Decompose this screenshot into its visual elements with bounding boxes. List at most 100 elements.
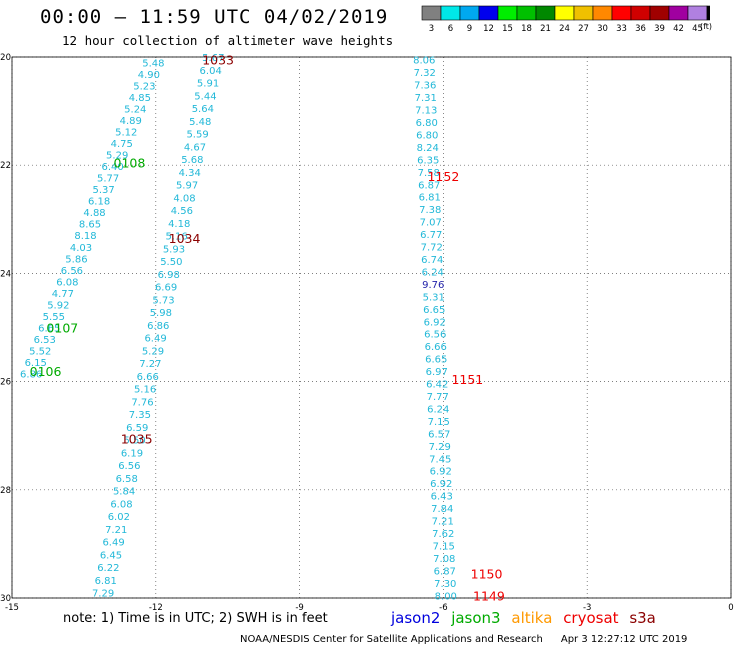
wave-height-value: 5.64 bbox=[192, 104, 214, 115]
wave-height-value: 5.23 bbox=[133, 81, 155, 92]
wave-height-value: 5.29 bbox=[142, 346, 164, 357]
wave-height-value: 6.65 bbox=[423, 305, 445, 316]
pass-time-label: 1034 bbox=[169, 231, 201, 246]
wave-height-value: 7.76 bbox=[131, 397, 153, 408]
wave-height-value: 7.15 bbox=[428, 417, 450, 428]
wave-height-value: 6.15 bbox=[25, 358, 47, 369]
wave-height-value: 6.04 bbox=[200, 66, 222, 77]
wave-height-value: 4.34 bbox=[179, 168, 201, 179]
x-tick-label: 0 bbox=[728, 603, 733, 613]
wave-height-value: 8.65 bbox=[79, 220, 101, 231]
wave-height-value: 6.08 bbox=[56, 277, 78, 288]
y-tick-label: -24 bbox=[0, 269, 11, 279]
pass-time-label: 1149 bbox=[473, 588, 505, 603]
wave-height-value: 4.77 bbox=[52, 289, 74, 300]
wave-height-value: 5.86 bbox=[65, 254, 87, 265]
color-bin-label: 21 bbox=[540, 24, 551, 34]
wave-height-value: 4.67 bbox=[184, 142, 206, 153]
wave-height-value: 5.98 bbox=[150, 308, 172, 319]
wave-height-value: 7.45 bbox=[429, 454, 451, 465]
color-scale-unit: (ft) bbox=[700, 22, 713, 31]
wave-height-value: 7.35 bbox=[129, 410, 151, 421]
wave-height-value: 7.21 bbox=[105, 525, 127, 536]
wave-height-value: 5.37 bbox=[92, 185, 114, 196]
wave-height-value: 5.97 bbox=[176, 181, 198, 192]
color-bin-label: 6 bbox=[448, 24, 453, 34]
color-bin-label: 12 bbox=[483, 24, 494, 34]
wave-height-value: 6.69 bbox=[155, 283, 177, 294]
wave-height-value: 7.62 bbox=[432, 529, 454, 540]
wave-height-value: 7.77 bbox=[427, 392, 449, 403]
wave-height-value: 6.02 bbox=[108, 512, 130, 523]
wave-height-value: 6.24 bbox=[427, 404, 449, 415]
wave-height-value: 6.49 bbox=[144, 334, 166, 345]
wave-height-value: 6.59 bbox=[126, 423, 148, 434]
wave-height-value: 5.52 bbox=[29, 346, 51, 357]
color-bin-label: 42 bbox=[673, 24, 684, 34]
pass-time-label: 1035 bbox=[121, 431, 153, 446]
color-bin-label: 9 bbox=[467, 24, 472, 34]
pass-time-label: 1033 bbox=[202, 53, 234, 68]
wave-height-value: 6.40 bbox=[102, 162, 124, 173]
pass-time-label: 1150 bbox=[471, 567, 503, 582]
wave-height-value: 5.12 bbox=[115, 128, 137, 139]
wave-height-value: 5.77 bbox=[97, 174, 119, 185]
wave-height-value: 6.65 bbox=[425, 355, 447, 366]
wave-height-value: 6.86 bbox=[147, 321, 169, 332]
wave-height-value: 5.29 bbox=[106, 151, 128, 162]
wave-height-value: 4.18 bbox=[168, 219, 190, 230]
legend-altika: altika bbox=[511, 609, 553, 627]
legend-s3a: s3a bbox=[629, 609, 656, 627]
wave-height-value: 4.56 bbox=[171, 206, 193, 217]
wave-height-value: 6.66 bbox=[137, 372, 159, 383]
wave-height-value: 7.08 bbox=[433, 554, 455, 565]
wave-height-value: 7.21 bbox=[432, 517, 454, 528]
color-bin-label: 18 bbox=[521, 24, 532, 34]
pass-time-label: 0108 bbox=[114, 155, 146, 170]
wave-height-value: 6.43 bbox=[431, 492, 453, 503]
y-tick-label: -26 bbox=[0, 378, 11, 388]
x-tick-label: -12 bbox=[149, 603, 163, 613]
pass-time-label: 0107 bbox=[46, 321, 78, 336]
wave-height-value: 5.92 bbox=[47, 300, 69, 311]
plot-frame bbox=[11, 56, 732, 599]
color-bin-label: 30 bbox=[597, 24, 608, 34]
chart-title: 00:00 — 11:59 UTC 04/02/2019 bbox=[40, 6, 389, 28]
wave-height-value: 6.19 bbox=[121, 448, 143, 459]
x-tick-label: -15 bbox=[5, 603, 19, 613]
wave-height-value: 6.66 bbox=[425, 342, 447, 353]
wave-height-value: 8.06 bbox=[413, 56, 435, 67]
wave-height-value: 6.65 bbox=[38, 323, 60, 334]
wave-height-value: 6.57 bbox=[428, 429, 450, 440]
pass-time-label: 0106 bbox=[30, 364, 62, 379]
wave-height-value: 5.59 bbox=[186, 130, 208, 141]
color-bin-label: 33 bbox=[616, 24, 627, 34]
satellite-legend: jason2 jason3 altika cryosat s3a bbox=[391, 609, 662, 627]
wave-height-value: 5.48 bbox=[142, 58, 164, 69]
wave-height-value: 4.75 bbox=[111, 139, 133, 150]
pass-time-label: 1151 bbox=[451, 372, 483, 387]
pass-time-label: 1152 bbox=[427, 169, 459, 184]
color-scale-bar: 36912151821242730333639424570 bbox=[421, 5, 710, 34]
wave-height-value: 6.56 bbox=[61, 266, 83, 277]
wave-height-value: 6.08 bbox=[110, 499, 132, 510]
wave-height-value: 6.53 bbox=[34, 335, 56, 346]
wave-height-value: 6.81 bbox=[419, 193, 441, 204]
wave-height-value: 5.68 bbox=[181, 155, 203, 166]
wave-height-value: 6.80 bbox=[416, 130, 438, 141]
color-bin-label: 45 bbox=[692, 24, 703, 34]
wave-height-value: 7.84 bbox=[431, 504, 453, 515]
wave-height-value: 5.16 bbox=[134, 385, 156, 396]
wave-height-value: 6.74 bbox=[421, 255, 443, 266]
wave-height-value: 8.24 bbox=[417, 143, 439, 154]
wave-height-value: 7.07 bbox=[420, 218, 442, 229]
y-tick-label: -28 bbox=[0, 486, 11, 496]
wave-height-value: 4.03 bbox=[70, 243, 92, 254]
wave-height-value: 7.72 bbox=[421, 243, 443, 254]
wave-height-value: 6.56 bbox=[424, 330, 446, 341]
wave-height-value: 5.67 bbox=[202, 53, 224, 64]
wave-height-value: 5.93 bbox=[163, 244, 185, 255]
wave-height-value: 4.90 bbox=[138, 70, 160, 81]
legend-jason3: jason3 bbox=[451, 609, 501, 627]
